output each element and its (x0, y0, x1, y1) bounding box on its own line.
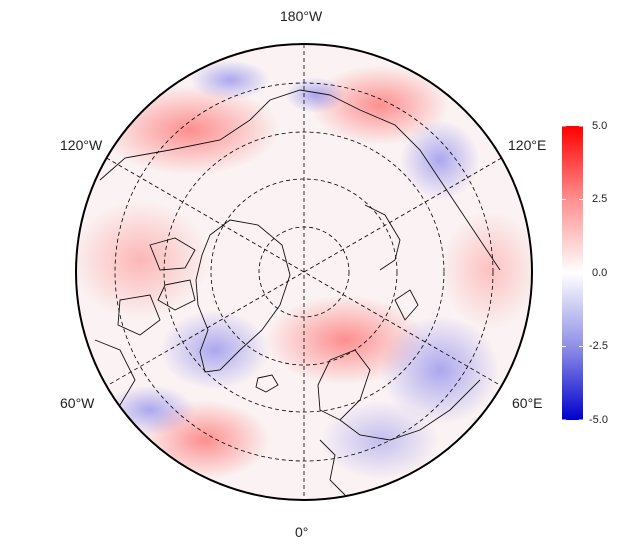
lon-label-120e: 120°E (508, 137, 547, 153)
lon-label-60w: 60°W (60, 395, 95, 411)
anomaly-field (76, 44, 532, 500)
colorbar (562, 126, 583, 420)
coastlines (94, 89, 501, 496)
lon-label-60e: 60°E (512, 395, 543, 411)
lon-label-120w: 120°W (60, 137, 103, 153)
map-boundary (75, 43, 533, 501)
colorbar-label-neg-2-5: -2.5 (589, 340, 608, 352)
colorbar-label-2-5: 2.5 (592, 193, 608, 205)
colorbar-ticks (562, 125, 583, 421)
lon-label-0: 0° (295, 524, 309, 540)
colorbar-label-neg-5: -5.0 (589, 414, 608, 426)
colorbar-label-5: 5.0 (592, 120, 608, 132)
colorbar-label-0: 0.0 (592, 267, 608, 279)
lon-label-180w: 180°W (280, 8, 323, 24)
graticule (106, 44, 502, 500)
